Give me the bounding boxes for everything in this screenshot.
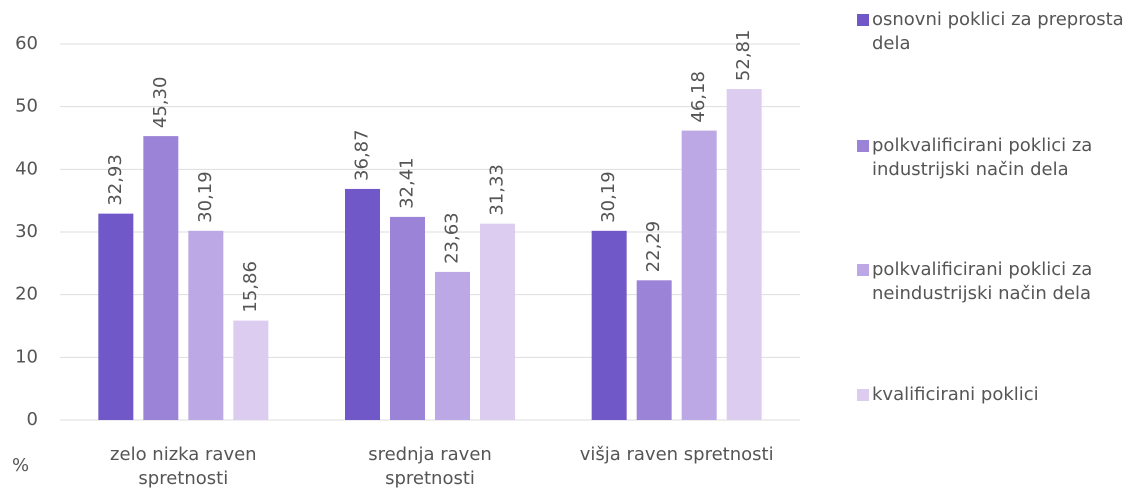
legend-label: kvalificirani poklici (872, 384, 1039, 405)
bar (98, 213, 134, 420)
legend-item: kvalificirani poklici (857, 383, 1127, 407)
bar (233, 320, 269, 420)
value-label: 23,63 (442, 212, 463, 264)
legend-swatch (857, 14, 869, 26)
value-label: 30,19 (195, 171, 216, 223)
value-label: 46,18 (688, 71, 709, 123)
legend-item: polkvalificirani poklici za neindustrijs… (857, 258, 1127, 306)
legend-label: polkvalificirani poklici za industrijski… (872, 135, 1093, 180)
y-tick-label: 30 (15, 221, 38, 242)
legend-label: polkvalificirani poklici za neindustrijs… (872, 259, 1093, 304)
y-tick-label: 40 (15, 158, 38, 179)
legend-item: polkvalificirani poklici za industrijski… (857, 134, 1127, 182)
y-tick-label: 10 (15, 346, 38, 367)
value-label: 22,29 (643, 221, 664, 273)
x-tick-label: višja raven spretnosti (579, 444, 774, 465)
bar (591, 230, 627, 420)
bar (726, 89, 762, 420)
value-label: 15,86 (240, 261, 261, 313)
value-label: 32,41 (397, 157, 418, 209)
legend-item: osnovni poklici za preprosta dela (857, 8, 1127, 56)
legend-swatch (857, 264, 869, 276)
x-tick-label: srednja raven spretnosti (368, 444, 492, 489)
value-label: 45,30 (150, 77, 171, 129)
bar (143, 136, 179, 420)
bar (435, 271, 470, 420)
y-tick-label: 0 (27, 409, 38, 430)
bar (681, 130, 717, 420)
value-label: 30,19 (598, 171, 619, 223)
bar (636, 280, 672, 420)
value-label: 31,33 (487, 164, 508, 216)
bar (188, 230, 224, 420)
y-axis-label: % (12, 455, 29, 476)
bar (345, 188, 380, 420)
legend-swatch (857, 140, 869, 152)
value-label: 36,87 (352, 129, 373, 181)
value-label: 32,93 (105, 154, 126, 206)
bar (480, 223, 515, 420)
bar (390, 216, 425, 420)
y-tick-label: 20 (15, 284, 38, 305)
y-tick-label: 50 (15, 96, 38, 117)
legend-label: osnovni poklici za preprosta dela (872, 9, 1124, 54)
value-label: 52,81 (733, 30, 754, 82)
y-tick-label: 60 (15, 33, 38, 54)
x-tick-label: zelo nizka raven spretnosti (110, 444, 257, 489)
legend-swatch (857, 389, 869, 401)
